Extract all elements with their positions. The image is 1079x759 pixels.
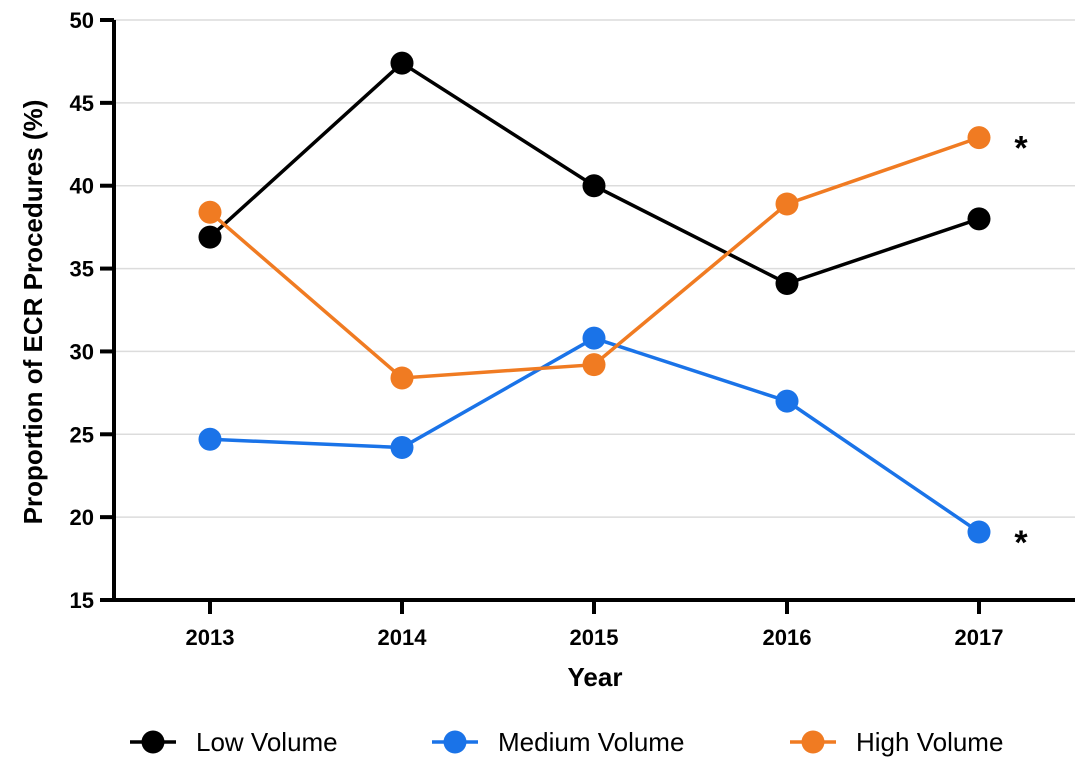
low-volume-point xyxy=(775,271,799,295)
x-tick-label: 2014 xyxy=(378,625,428,650)
series-lines xyxy=(208,60,980,534)
x-axis-title: Year xyxy=(568,662,623,692)
significance-marker: * xyxy=(1014,524,1028,562)
legend-swatch-marker xyxy=(801,730,825,754)
y-tick-label: 40 xyxy=(70,174,94,199)
y-tick-label: 25 xyxy=(70,422,94,447)
y-tick-label: 45 xyxy=(70,91,94,116)
series-points xyxy=(198,51,991,544)
y-ticks: 15 20 25 30 35 40 45 50 xyxy=(70,8,114,613)
low-volume-line xyxy=(208,60,980,286)
legend-label: High Volume xyxy=(856,727,1003,757)
medium-volume-point xyxy=(198,427,222,451)
high-volume-point xyxy=(198,200,222,224)
legend-label: Medium Volume xyxy=(498,727,684,757)
x-tick-label: 2013 xyxy=(186,625,235,650)
annotations: ** xyxy=(1014,130,1028,562)
legend-swatch-marker xyxy=(443,730,467,754)
y-tick-label: 20 xyxy=(70,505,94,530)
medium-volume-point xyxy=(967,520,991,544)
x-tick-label: 2015 xyxy=(570,625,619,650)
significance-marker: * xyxy=(1014,130,1028,168)
y-axis-title: Proportion of ECR Procedures (%) xyxy=(18,100,48,525)
medium-volume-point xyxy=(390,436,414,460)
high-volume-point xyxy=(967,126,991,150)
y-tick-label: 50 xyxy=(70,8,94,33)
low-volume-point xyxy=(390,51,414,75)
low-volume-point xyxy=(198,225,222,249)
legend-swatch-marker xyxy=(141,730,165,754)
medium-volume-point xyxy=(775,389,799,413)
low-volume-point xyxy=(582,174,606,198)
axes xyxy=(112,20,1075,602)
x-tick-label: 2017 xyxy=(955,625,1004,650)
medium-volume-point xyxy=(582,326,606,350)
y-tick-label: 35 xyxy=(70,257,94,282)
low-volume-point xyxy=(967,207,991,231)
y-tick-label: 30 xyxy=(70,339,94,364)
legend: Low Volume Medium Volume High Volume xyxy=(130,727,1003,757)
y-tick-label: 15 xyxy=(70,588,94,613)
legend-label: Low Volume xyxy=(196,727,338,757)
high-volume-point xyxy=(390,366,414,390)
x-tick-label: 2016 xyxy=(763,625,812,650)
high-volume-point xyxy=(775,192,799,216)
high-volume-point xyxy=(582,353,606,377)
x-ticks: 2013 2014 2015 2016 2017 xyxy=(186,600,1004,650)
